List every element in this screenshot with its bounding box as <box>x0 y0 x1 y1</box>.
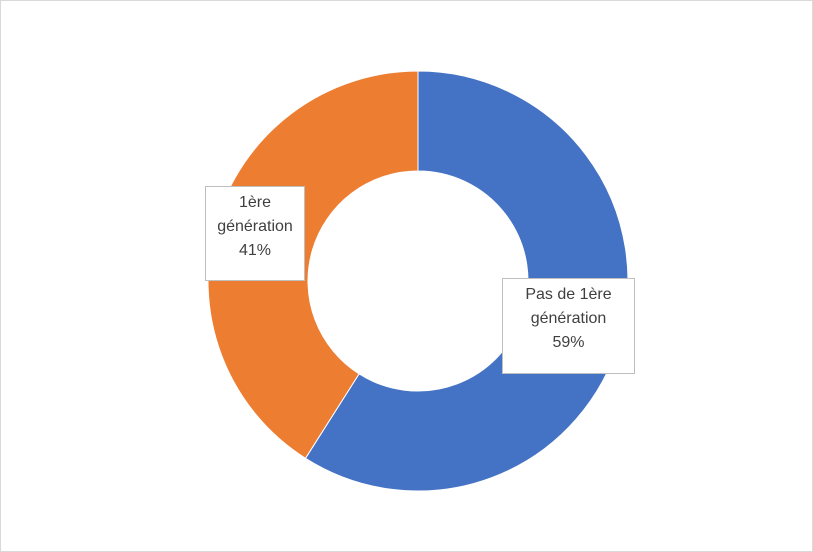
label-category: 1ère génération <box>217 194 293 235</box>
label-value: 41% <box>238 242 272 259</box>
data-label: 1ère génération 41% <box>205 186 305 281</box>
donut-slice <box>207 70 419 459</box>
data-label: Pas de 1ère génération 59% <box>502 278 635 374</box>
label-value: 59% <box>552 334 585 351</box>
donut-slice <box>304 70 629 492</box>
label-category: Pas de 1ère génération <box>525 286 612 327</box>
